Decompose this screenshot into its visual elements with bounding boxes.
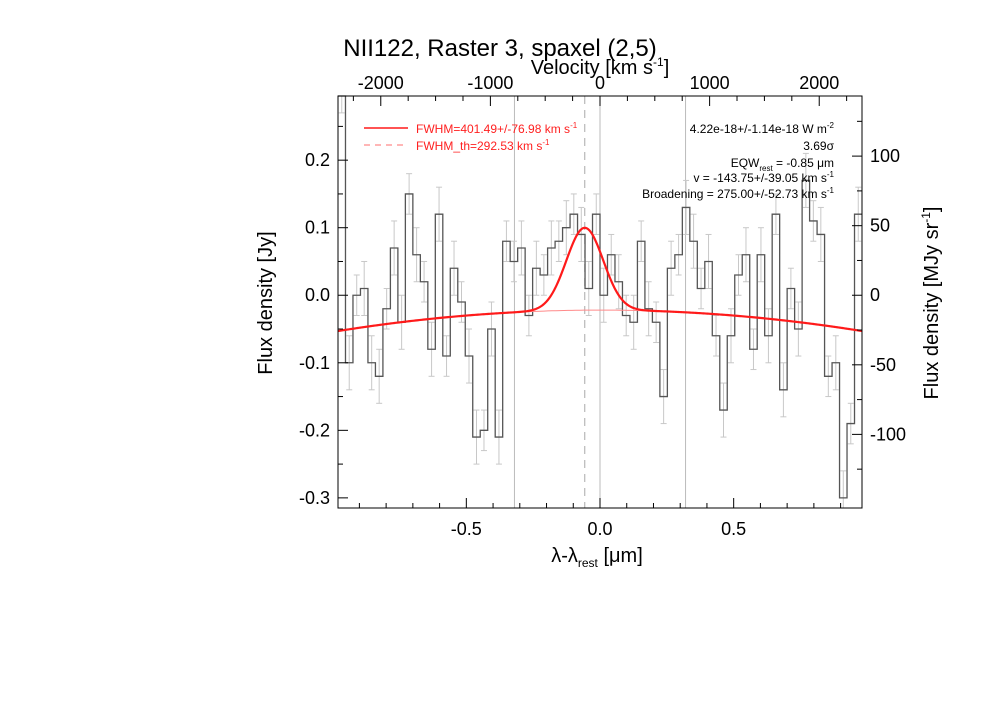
x-tick-label: -0.5 <box>451 519 482 539</box>
fit-line <box>337 226 863 333</box>
y-tick-label: 0.2 <box>305 150 330 170</box>
chart-title: NII122, Raster 3, spaxel (2,5) <box>343 35 656 62</box>
y-tick-label: 0.1 <box>305 218 330 238</box>
legend: FWHM=401.49+/-76.98 km s-1 FWHM_th=292.5… <box>364 121 578 153</box>
annotation-sigma: 3.69σ <box>803 139 834 153</box>
top-tick-label: -1000 <box>467 73 513 93</box>
y-tick-label: -0.3 <box>299 488 330 508</box>
y-tick-label: -0.1 <box>299 353 330 373</box>
annotation-velocity: v = -143.75+/-39.05 km s-1 <box>693 170 834 185</box>
right-tick-label: -100 <box>870 424 906 444</box>
gridlines <box>513 96 687 508</box>
top-axis-label: Velocity [km s-1] <box>531 55 670 79</box>
top-tick-label: -2000 <box>358 73 404 93</box>
right-tick-label: 100 <box>870 146 900 166</box>
x-axis-label: λ-λrest [μm] <box>551 545 643 570</box>
top-tick-label: 2000 <box>799 73 839 93</box>
x-tick-label: 0.0 <box>587 519 612 539</box>
x-tick-label: 0.5 <box>721 519 746 539</box>
annotation-flux: 4.22e-18+/-1.14e-18 W m-2 <box>690 121 835 136</box>
top-tick-label: 0 <box>595 73 605 93</box>
y-axis-label: Flux density [Jy] <box>255 231 277 374</box>
y-tick-label: 0.0 <box>305 285 330 305</box>
right-tick-label: -50 <box>870 355 896 375</box>
right-axis-label: Flux density [MJy sr-1] <box>919 207 943 400</box>
annotation-broadening: Broadening = 275.00+/-52.73 km s-1 <box>642 186 834 201</box>
legend-fwhm-th-label: FWHM_th=292.53 km s-1 <box>416 138 550 153</box>
annotation-eqw: EQWrest = -0.85 μm <box>731 156 834 173</box>
y-tick-label: -0.2 <box>299 420 330 440</box>
top-tick-label: 1000 <box>690 73 730 93</box>
fit-series <box>337 226 863 333</box>
right-tick-label: 50 <box>870 216 890 236</box>
axis-ticks: -0.5 0.0 0.5-2000 -1000 0 1000 2000-0.3-0.2-0.… <box>299 73 906 539</box>
fit-annotations: 4.22e-18+/-1.14e-18 W m-2 3.69σ EQWrest … <box>642 121 835 201</box>
right-tick-label: 0 <box>870 285 880 305</box>
legend-fwhm-label: FWHM=401.49+/-76.98 km s-1 <box>416 121 578 136</box>
